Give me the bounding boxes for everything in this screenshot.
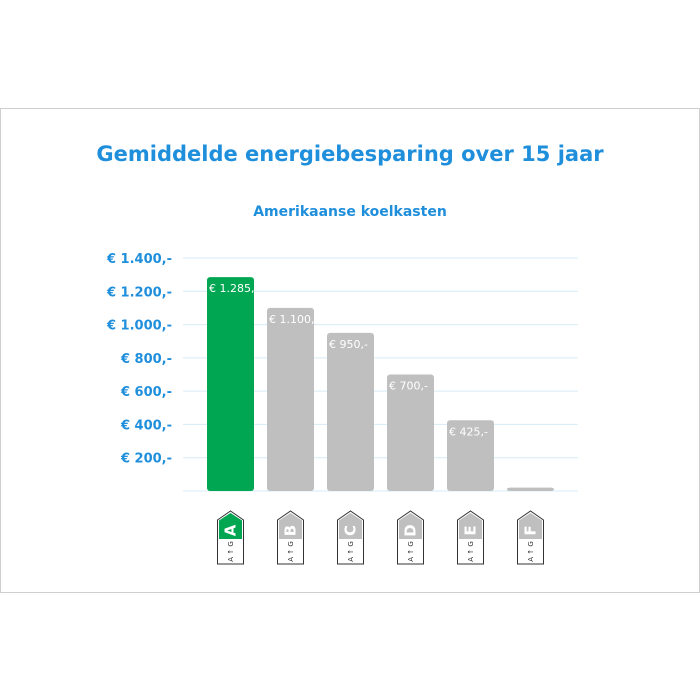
energy-label-fill <box>399 513 422 539</box>
energy-labels: A A ↑ G B A ↑ G C A ↑ G D A ↑ G E A ↑ G F A ↑ G <box>217 510 544 565</box>
energy-label-fill <box>459 513 482 539</box>
energy-scale-text: A ↑ G <box>287 541 295 562</box>
energy-label-fill <box>339 513 362 539</box>
data-label-A: € 1.285,- <box>209 282 258 295</box>
energy-class-letter: D <box>402 524 420 536</box>
y-tick-label: € 200,- <box>120 452 172 467</box>
bar-E <box>447 420 494 491</box>
y-tick-label: € 1.400,- <box>106 252 172 267</box>
energy-label-C: C A ↑ G <box>337 510 364 565</box>
bars: € 1.285,- € 1.100,- € 950,- € 700,- € 425,- <box>207 277 554 491</box>
energy-class-letter: F <box>522 525 540 535</box>
y-tick-label: € 600,- <box>120 385 172 400</box>
energy-label-B: B A ↑ G <box>277 510 304 565</box>
y-axis: € 200,- € 400,- € 600,- € 800,- € 1.000,- € 1… <box>106 252 172 467</box>
energy-class-letter: B <box>282 525 300 536</box>
energy-scale-text: A ↑ G <box>227 541 235 562</box>
energy-label-E: E A ↑ G <box>457 510 484 565</box>
energy-label-D: D A ↑ G <box>397 510 424 565</box>
energy-class-letter: A <box>222 524 240 536</box>
bar-D <box>387 374 434 491</box>
energy-label-F: F A ↑ G <box>517 510 544 565</box>
energy-scale-text: A ↑ G <box>467 541 475 562</box>
bar-F <box>507 487 554 491</box>
data-label-C: € 950,- <box>329 338 368 351</box>
bar-B <box>267 307 314 491</box>
energy-label-fill <box>279 513 302 539</box>
bar-C <box>327 332 374 491</box>
energy-label-fill <box>519 513 542 539</box>
energy-scale-text: A ↑ G <box>527 541 535 562</box>
y-tick-label: € 1.200,- <box>106 285 172 300</box>
energy-scale-text: A ↑ G <box>407 541 415 562</box>
y-tick-label: € 1.000,- <box>106 319 172 334</box>
energy-class-letter: C <box>342 525 360 536</box>
data-label-D: € 700,- <box>389 380 428 393</box>
data-label-E: € 425,- <box>449 425 488 438</box>
chart-subtitle: Amerikaanse koelkasten <box>253 204 447 220</box>
energy-class-letter: E <box>462 525 480 535</box>
y-tick-label: € 800,- <box>120 352 172 367</box>
energy-label-A: A A ↑ G <box>217 510 244 565</box>
energy-scale-text: A ↑ G <box>347 541 355 562</box>
chart-title: Gemiddelde energiebesparing over 15 jaar <box>96 142 604 166</box>
y-tick-label: € 400,- <box>120 418 172 433</box>
data-label-B: € 1.100,- <box>269 313 318 326</box>
energy-label-fill <box>219 513 242 539</box>
bar-A <box>207 277 254 491</box>
